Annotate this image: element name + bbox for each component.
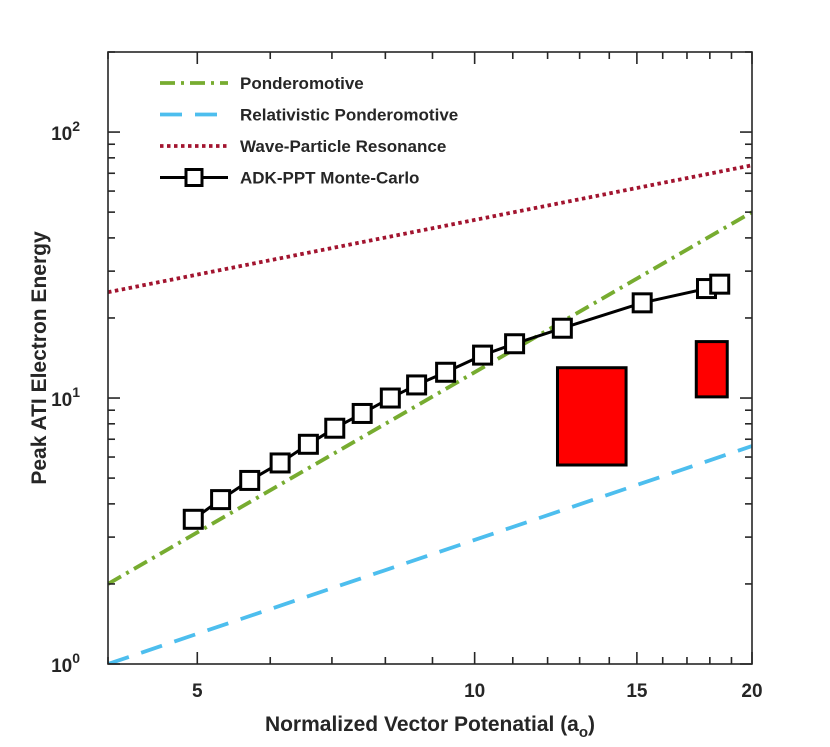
adk-ppt-monte-carlo-marker (324, 417, 346, 439)
adk-ppt-monte-carlo-marker (504, 333, 526, 355)
x-axis-label: Normalized Vector Potenatial (ao) (265, 713, 595, 741)
x-tick-label: 20 (741, 681, 762, 702)
adk-ppt-monte-carlo-marker (709, 273, 731, 295)
legend: Ponderomotive Relativistic Ponderomotive W… (160, 74, 458, 188)
wave-particle-resonance-line (108, 163, 752, 295)
adk-ppt-monte-carlo-marker (269, 452, 291, 474)
axes-box (107, 51, 753, 665)
adk-ppt-monte-carlo-legend-label: ADK-PPT Monte-Carlo (240, 169, 419, 188)
tick-labels: 5 10 15 20 100 101 102 (51, 118, 763, 702)
adk-ppt-monte-carlo-line (192, 282, 721, 521)
series-markers (182, 273, 731, 530)
adk-ppt-monte-carlo-marker (297, 433, 319, 455)
adk-ppt-monte-carlo-marker (472, 344, 494, 366)
y-tick-label: 100 (51, 650, 80, 677)
ponderomotive-line (108, 210, 752, 586)
y-tick-label: 102 (51, 118, 80, 145)
adk-ppt-monte-carlo-marker (435, 361, 457, 383)
y-tick-label: 101 (51, 384, 80, 411)
x-tick-label: 10 (464, 681, 485, 702)
x-tick-label: 15 (626, 681, 648, 702)
ponderomotive-legend-label: Ponderomotive (240, 74, 364, 93)
x-tick-label: 5 (192, 681, 203, 702)
adk-ppt-monte-carlo-marker (551, 317, 573, 339)
series-lines (108, 163, 752, 664)
relativistic-ponderomotive-line (108, 444, 752, 664)
y-axis-label: Peak ATI Electron Energy (28, 231, 51, 485)
adk-ppt-monte-carlo-marker (406, 374, 428, 396)
measured-range-2-rect (694, 340, 729, 399)
measured-rectangles (555, 340, 729, 467)
relativistic-ponderomotive-legend-label: Relativistic Ponderomotive (240, 106, 458, 125)
adk-ppt-monte-carlo-legend-marker (184, 168, 204, 187)
adk-ppt-monte-carlo-marker (351, 402, 373, 424)
adk-ppt-monte-carlo-marker (631, 292, 653, 314)
plot-area (108, 52, 752, 664)
measured-range-1-rect (555, 366, 628, 467)
adk-ppt-monte-carlo-marker (210, 489, 232, 511)
adk-ppt-monte-carlo-marker (379, 387, 401, 409)
wave-particle-resonance-legend-label: Wave-Particle Resonance (240, 137, 446, 156)
adk-ppt-monte-carlo-marker (182, 508, 204, 530)
adk-ppt-monte-carlo-marker (239, 469, 261, 491)
